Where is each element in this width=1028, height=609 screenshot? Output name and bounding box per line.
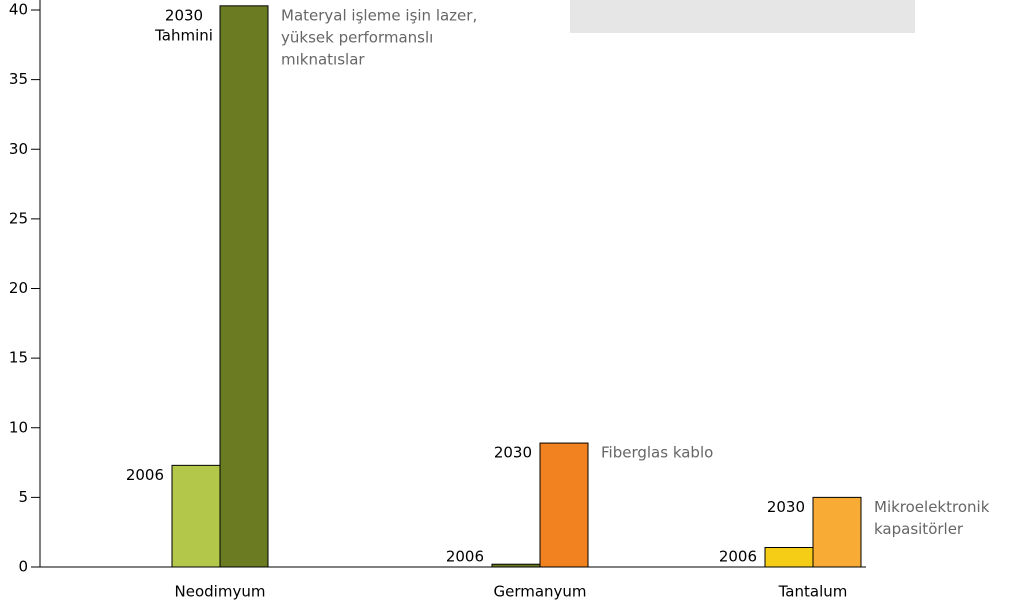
y-tick-label: 15 xyxy=(9,349,28,367)
annotation: Materyal işleme işin lazer, xyxy=(281,6,477,24)
bar-label: Tahmini xyxy=(154,26,213,44)
y-tick-label: 30 xyxy=(9,140,28,158)
bar xyxy=(219,5,269,568)
annotation: Mikroelektronik xyxy=(874,498,990,516)
annotation: mıknatıslar xyxy=(281,50,365,68)
bar xyxy=(764,547,814,568)
bar-label: 2030 xyxy=(165,6,203,24)
bar-label: 2006 xyxy=(446,548,484,566)
annotation: yüksek performanslı xyxy=(281,28,433,46)
y-tick-label: 0 xyxy=(18,558,28,576)
bar xyxy=(539,442,589,568)
bar xyxy=(491,563,541,568)
x-tick-label: Neodimyum xyxy=(175,583,266,601)
bar-label: 2006 xyxy=(126,466,164,484)
y-tick-label: 25 xyxy=(9,209,28,227)
annotation: Fiberglas kablo xyxy=(601,444,713,462)
bar-label: 2006 xyxy=(719,548,757,566)
annotation: kapasitörler xyxy=(874,520,964,538)
x-tick-label: Tantalum xyxy=(778,583,848,601)
bar xyxy=(812,496,862,568)
y-tick-label: 35 xyxy=(9,70,28,88)
bar-label: 2030 xyxy=(494,444,532,462)
y-tick-label: 40 xyxy=(9,1,28,19)
bar xyxy=(171,464,221,568)
y-tick-label: 20 xyxy=(9,279,28,297)
y-tick-label: 10 xyxy=(9,418,28,436)
header-box xyxy=(570,0,915,33)
x-tick-label: Germanyum xyxy=(493,583,586,601)
bar-label: 2030 xyxy=(767,498,805,516)
y-tick-label: 5 xyxy=(18,488,28,506)
